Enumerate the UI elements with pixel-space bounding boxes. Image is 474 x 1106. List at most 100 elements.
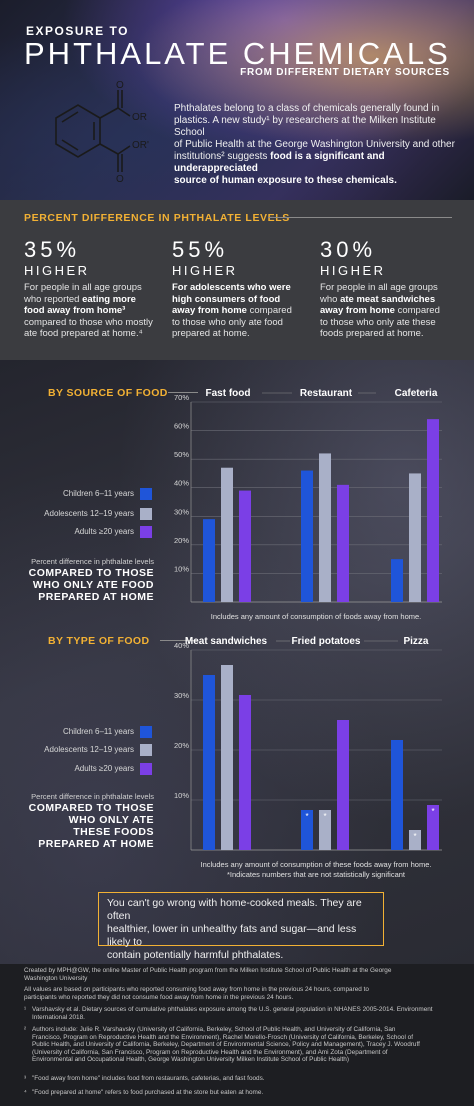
intro-line: Phthalates belong to a class of chemical… bbox=[174, 103, 440, 114]
chart-desc-line: COMPARED TO THOSE bbox=[28, 802, 154, 814]
bar-1-0 bbox=[221, 665, 233, 850]
bar-0-0 bbox=[203, 675, 215, 850]
intro-line-emphasis: source of human exposure to these chemic… bbox=[174, 175, 397, 186]
category-label: Restaurant bbox=[300, 388, 353, 399]
chart-desc-line: PREPARED AT HOME bbox=[38, 838, 154, 850]
bar-0-1 bbox=[301, 810, 313, 850]
legend-item-adolescents: Adolescents 12–19 years bbox=[28, 744, 152, 758]
bar-2-2 bbox=[427, 419, 439, 602]
chart-by-source: 10% 20% 30% 40% 50% 60% 70% Fast food Restaurant… bbox=[174, 388, 442, 621]
footer-line: Francisco, Program on Reproductive Healt… bbox=[32, 1033, 413, 1041]
footer-created: Created by MPH@GW, the online Master of … bbox=[24, 967, 452, 982]
stat-line-emphasis: high consumers of food bbox=[172, 293, 281, 305]
charts-section bbox=[0, 360, 474, 964]
legend-swatch-children bbox=[140, 488, 152, 500]
y-tick-label: 20% bbox=[174, 741, 189, 750]
callout-line: contain potentially harmful phthalates. bbox=[107, 949, 284, 961]
footer-line: Authors include: Julie R. Varshavsky (Un… bbox=[32, 1026, 396, 1033]
stat-percent: 55% bbox=[172, 237, 229, 262]
intro-line-emphasis: food is a significant and underappreciat… bbox=[174, 151, 385, 174]
stat-line: ate food prepared at home.⁴ bbox=[24, 328, 143, 339]
stats-section: PERCENT DIFFERENCE IN PHTHALATE LEVELS 3… bbox=[0, 200, 474, 360]
stat-card: 35% HIGHER For people in all age groups … bbox=[24, 238, 164, 340]
y-tick-label: 70% bbox=[174, 393, 189, 402]
stat-description: For people in all age groups who ate mea… bbox=[320, 282, 460, 340]
chart-note: Includes any amount of consumption of fo… bbox=[211, 612, 422, 621]
chart-divider bbox=[160, 640, 198, 641]
stat-line: compared bbox=[394, 305, 440, 316]
stat-higher-label: HIGHER bbox=[172, 263, 238, 278]
stat-line: compared bbox=[246, 305, 292, 316]
stat-percent: 30% bbox=[320, 237, 377, 262]
legend-item-children: Children 6–11 years bbox=[28, 726, 152, 740]
callout-line: healthier, lower in unhealthy fats and s… bbox=[107, 923, 357, 948]
footer-note: All values are based on participants who… bbox=[24, 986, 452, 1001]
footnote-3: ³ "Food away from home" includes food fr… bbox=[24, 1075, 452, 1083]
stat-line-emphasis: away from home bbox=[172, 305, 247, 316]
stats-divider bbox=[268, 217, 452, 218]
not-significant-marker: * bbox=[431, 807, 434, 816]
stat-higher-label: HIGHER bbox=[24, 263, 90, 278]
footer-line: Varshavsky et al. Dietary sources of cum… bbox=[32, 1006, 433, 1013]
footer-line: All values are based on participants who… bbox=[24, 986, 369, 993]
phthalate-molecule-diagram: O OR OR' O bbox=[55, 80, 149, 185]
stat-line: foods prepared at home. bbox=[320, 328, 424, 339]
y-tick-label: 10% bbox=[174, 564, 189, 573]
intro-line: of Public Health at the George Washingto… bbox=[174, 139, 455, 150]
chart-desc-line: THESE FOODS bbox=[73, 826, 154, 838]
hero-banner: EXPOSURE TO PHTHALATE CHEMICALS FROM DIF… bbox=[0, 0, 474, 200]
legend-item-children: Children 6–11 years bbox=[28, 488, 152, 502]
footer-line: Environmental and Occupational Health, G… bbox=[32, 1056, 349, 1064]
stat-line-emphasis: away from home bbox=[320, 305, 395, 316]
legend-label: Adults ≥20 years bbox=[74, 527, 134, 536]
footnote-4: ⁴ "Food prepared at home" refers to food… bbox=[24, 1089, 452, 1097]
not-significant-marker: * bbox=[323, 812, 326, 821]
legend-item-adults: Adults ≥20 years bbox=[28, 526, 152, 540]
stat-line-emphasis: ate meat sandwiches bbox=[340, 293, 436, 305]
stat-line-emphasis: eating more bbox=[82, 293, 136, 305]
not-significant-marker: * bbox=[413, 832, 416, 841]
footnote-2: ² Authors include: Julie R. Varshavsky (… bbox=[24, 1026, 452, 1064]
legend-swatch-adolescents bbox=[140, 744, 152, 756]
stat-line: to those who only ate food bbox=[172, 316, 283, 328]
chart-divider bbox=[168, 392, 198, 393]
legend-swatch-adolescents bbox=[140, 508, 152, 520]
y-tick-label: 10% bbox=[174, 791, 189, 800]
chart-note: Includes any amount of consumption of th… bbox=[201, 860, 432, 869]
chart-desc-line: WHO ONLY ATE bbox=[68, 814, 154, 826]
chart-desc-line: WHO ONLY ATE FOOD bbox=[32, 579, 154, 591]
legend-label: Children 6–11 years bbox=[62, 727, 134, 736]
y-tick-label: 30% bbox=[174, 691, 189, 700]
footer-line: (University of California, San Francisco… bbox=[32, 1048, 388, 1056]
oxygen-label-top: O bbox=[116, 80, 124, 91]
stat-line: compared to those who mostly bbox=[24, 316, 153, 328]
stats-heading: PERCENT DIFFERENCE IN PHTHALATE LEVELS bbox=[24, 212, 290, 224]
stat-line: For people in all age groups bbox=[24, 282, 142, 293]
chart-desc-big: COMPARED TO THOSE WHO ONLY ATE THESE FOO… bbox=[24, 802, 154, 850]
bar-0-1 bbox=[301, 470, 313, 602]
legend-swatch-children bbox=[140, 726, 152, 738]
bar-1-1 bbox=[319, 453, 331, 602]
chart-desc-line: PREPARED AT HOME bbox=[38, 591, 154, 603]
legend-swatch-adults bbox=[140, 763, 152, 775]
intro-line: plastics. A new study¹ by researchers at… bbox=[174, 115, 436, 138]
footnote-marker: ⁴ bbox=[24, 1089, 27, 1096]
chart-by-type: 10% 20% 30% 40%Meat sandwiches Fried potatoe… bbox=[174, 636, 442, 879]
category-label: Fried potatoes bbox=[292, 636, 361, 647]
substituent-label-r: OR bbox=[132, 112, 147, 123]
footer-line: Washington University bbox=[24, 974, 88, 982]
bar-0-0 bbox=[203, 519, 215, 602]
callout-line: You can't go wrong with home-cooked meal… bbox=[107, 897, 362, 922]
stat-higher-label: HIGHER bbox=[320, 263, 386, 278]
stat-description: For people in all age groups who reporte… bbox=[24, 282, 164, 340]
chart-title-type: BY TYPE OF FOOD bbox=[48, 635, 150, 647]
footer-line: participants who reported they did not c… bbox=[24, 993, 294, 1001]
legend-label: Adolescents 12–19 years bbox=[44, 745, 134, 754]
bar-1-0 bbox=[221, 467, 233, 602]
y-tick-label: 50% bbox=[174, 450, 189, 459]
category-label: Pizza bbox=[403, 636, 428, 647]
stat-line: For people in all age groups bbox=[320, 282, 438, 293]
stat-line: who reported bbox=[24, 293, 83, 305]
page-title: PHTHALATE CHEMICALS bbox=[24, 36, 451, 71]
stat-line-emphasis: food away from home³ bbox=[24, 305, 126, 316]
